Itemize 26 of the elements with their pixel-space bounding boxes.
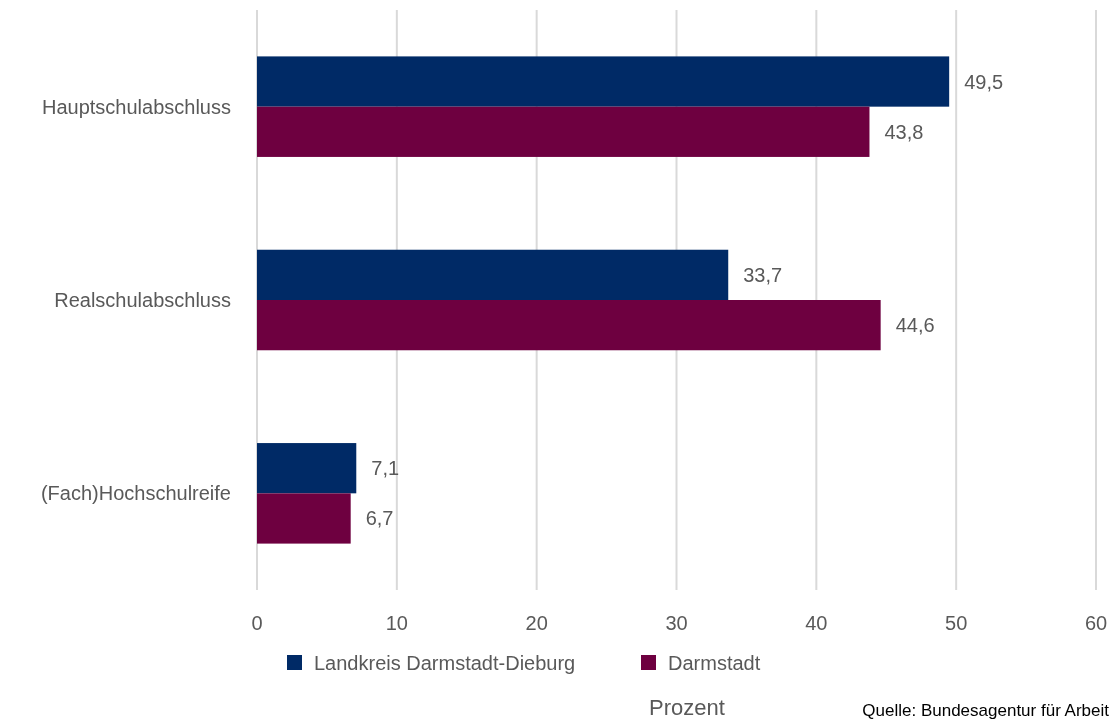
bar <box>257 443 357 494</box>
x-tick-label: 50 <box>945 612 968 634</box>
bar <box>257 300 881 351</box>
x-tick-label: 10 <box>385 612 408 634</box>
data-label: 44,6 <box>895 314 935 337</box>
y-tick-label: Hauptschulabschluss <box>42 95 231 118</box>
y-tick-label: Realschulabschluss <box>54 289 231 311</box>
legend-label: Landkreis Darmstadt-Dieburg <box>314 652 576 674</box>
data-label: 7,1 <box>371 457 400 480</box>
x-tick-label: 20 <box>525 612 548 634</box>
data-label: 49,5 <box>964 70 1004 93</box>
source-note: Quelle: Bundesagentur für Arbeit <box>862 701 1110 720</box>
legend-label: Darmstadt <box>668 652 761 674</box>
bar <box>257 56 950 107</box>
x-axis-title: Prozent <box>649 695 725 720</box>
bar <box>257 493 351 544</box>
bar <box>257 249 729 300</box>
data-label: 43,8 <box>884 120 924 143</box>
y-tick-label: (Fach)Hochschulreife <box>40 482 231 505</box>
x-tick-label: 0 <box>251 612 263 634</box>
x-tick-label: 60 <box>1084 612 1108 634</box>
x-tick-label: 30 <box>665 612 688 634</box>
data-label: 6,7 <box>365 507 394 530</box>
data-label: 33,7 <box>743 263 783 286</box>
x-tick-label: 40 <box>805 612 828 634</box>
bar <box>257 106 870 157</box>
